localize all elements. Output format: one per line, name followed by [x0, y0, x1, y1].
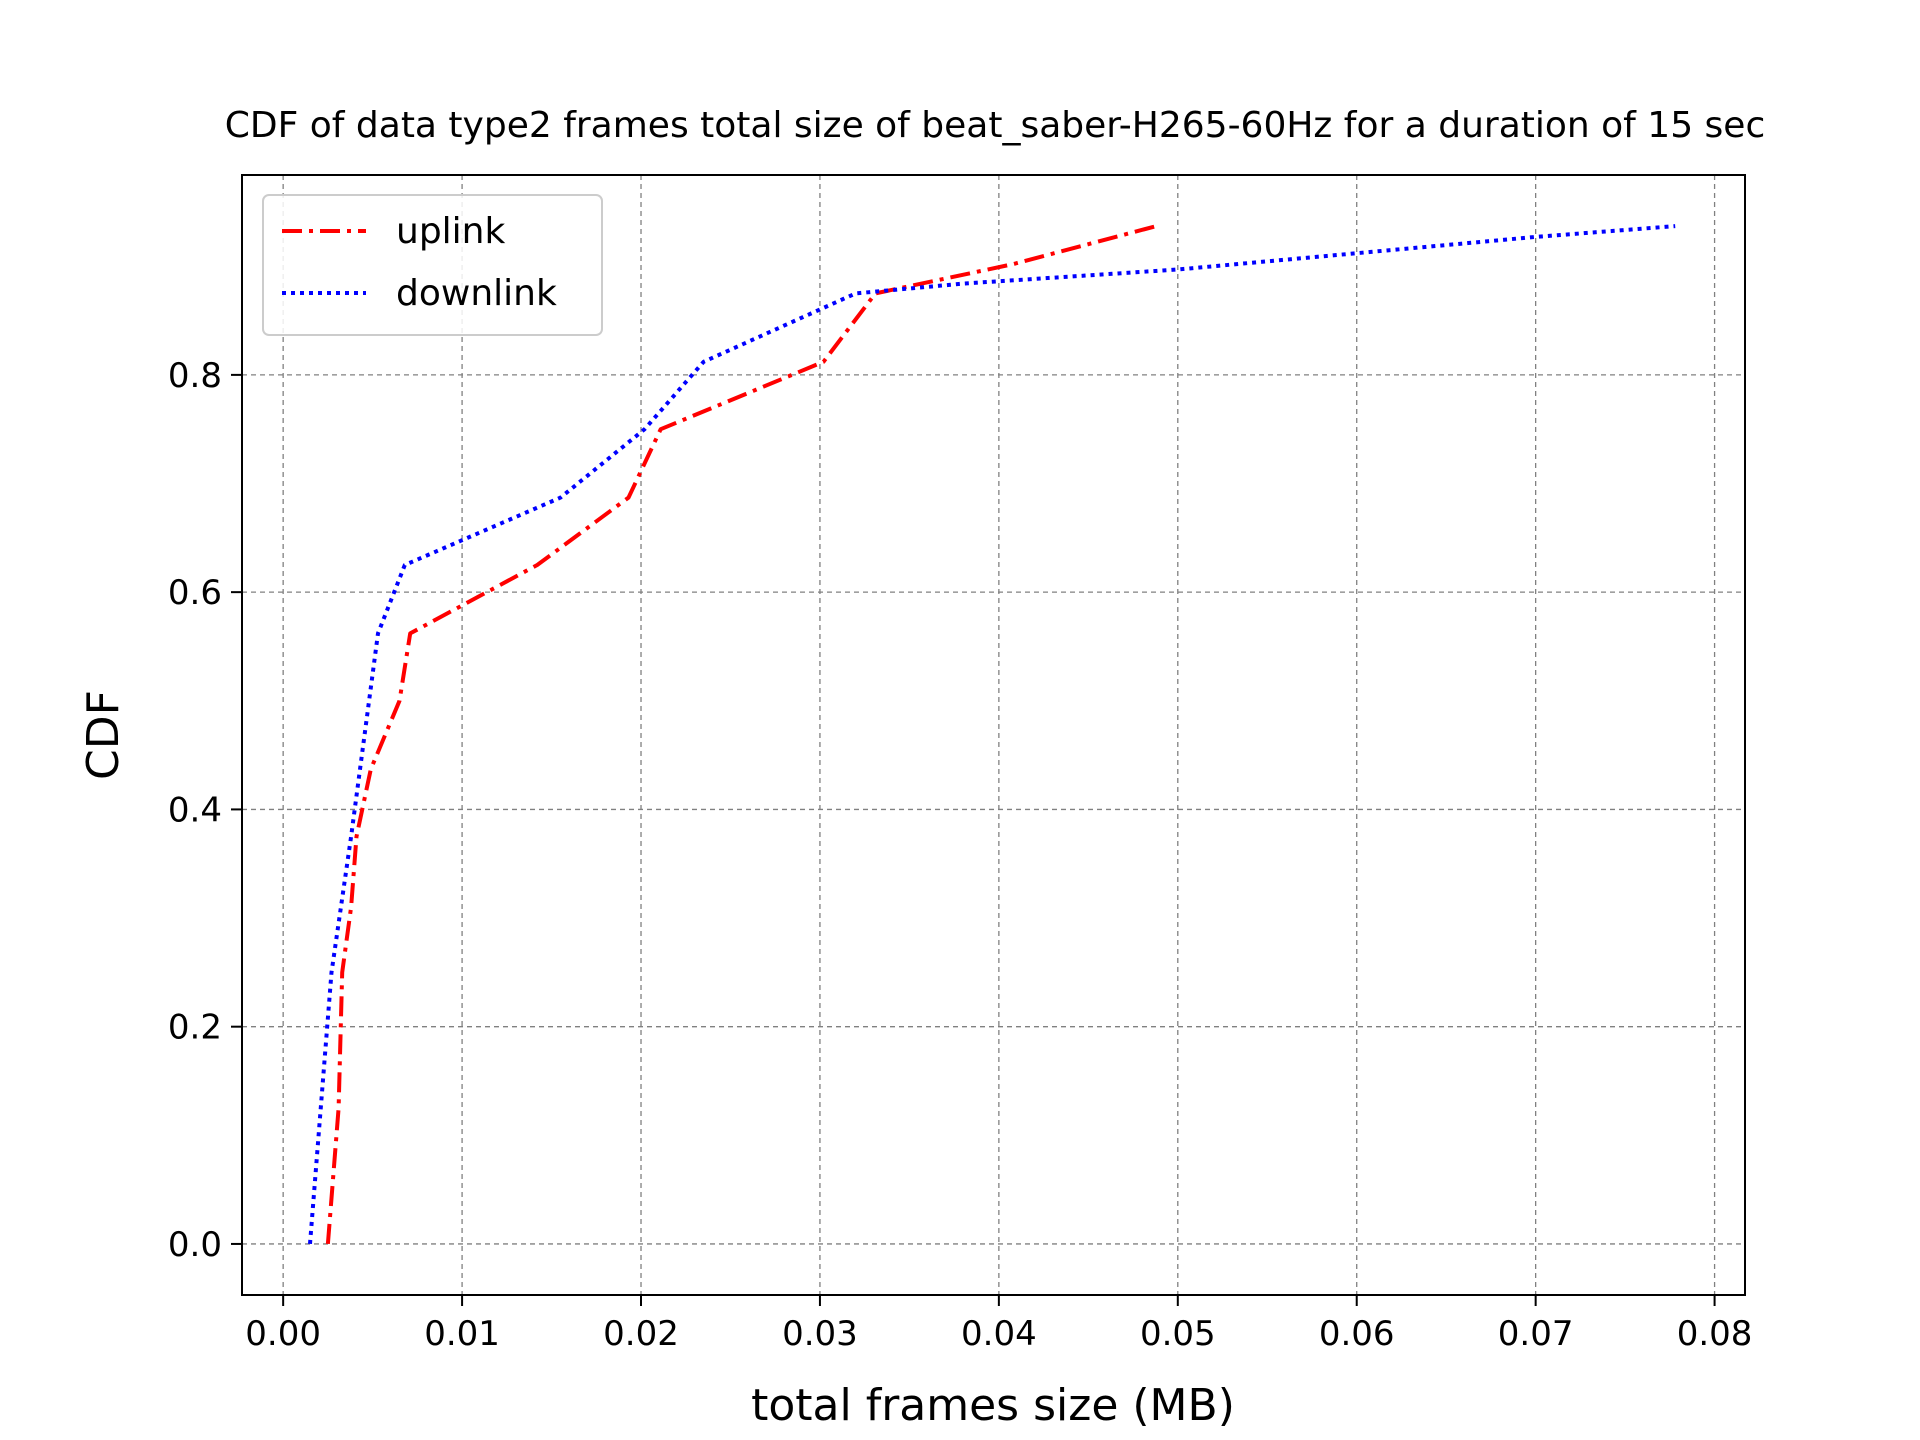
x-tick-label: 0.05 [1140, 1314, 1216, 1354]
x-tick-label: 0.00 [245, 1314, 321, 1354]
axis-ticks: 0.00 0.01 0.02 0.03 0.04 0.05 0.06 0.07 0.08 0.0 0… [168, 356, 1753, 1354]
series-line-downlink [308, 224, 1676, 1245]
y-tick-label: 0.0 [168, 1225, 222, 1265]
legend: uplink downlink [262, 194, 603, 336]
y-axis-label: CDF [78, 690, 129, 780]
x-tick-label: 0.01 [424, 1314, 500, 1354]
y-tick-label: 0.2 [168, 1008, 222, 1048]
series-lines [308, 224, 1676, 1245]
legend-label-downlink: downlink [396, 273, 557, 314]
x-tick-label: 0.04 [961, 1314, 1037, 1354]
x-tick-label: 0.02 [603, 1314, 679, 1354]
x-tick-label: 0.03 [782, 1314, 858, 1354]
chart-title: CDF of data type2 frames total size of b… [225, 105, 1766, 146]
plot-frame [241, 174, 1746, 1296]
x-tick-label: 0.06 [1319, 1314, 1395, 1354]
x-axis-label: total frames size (MB) [751, 1380, 1235, 1431]
series-line-uplink [325, 224, 1157, 1245]
x-tick-label: 0.07 [1498, 1314, 1574, 1354]
grid-lines [242, 175, 1745, 1295]
y-tick-label: 0.4 [168, 790, 222, 830]
x-tick-label: 0.08 [1677, 1314, 1753, 1354]
y-tick-label: 0.8 [168, 356, 222, 396]
legend-label-uplink: uplink [396, 211, 505, 252]
y-tick-label: 0.6 [168, 573, 222, 613]
